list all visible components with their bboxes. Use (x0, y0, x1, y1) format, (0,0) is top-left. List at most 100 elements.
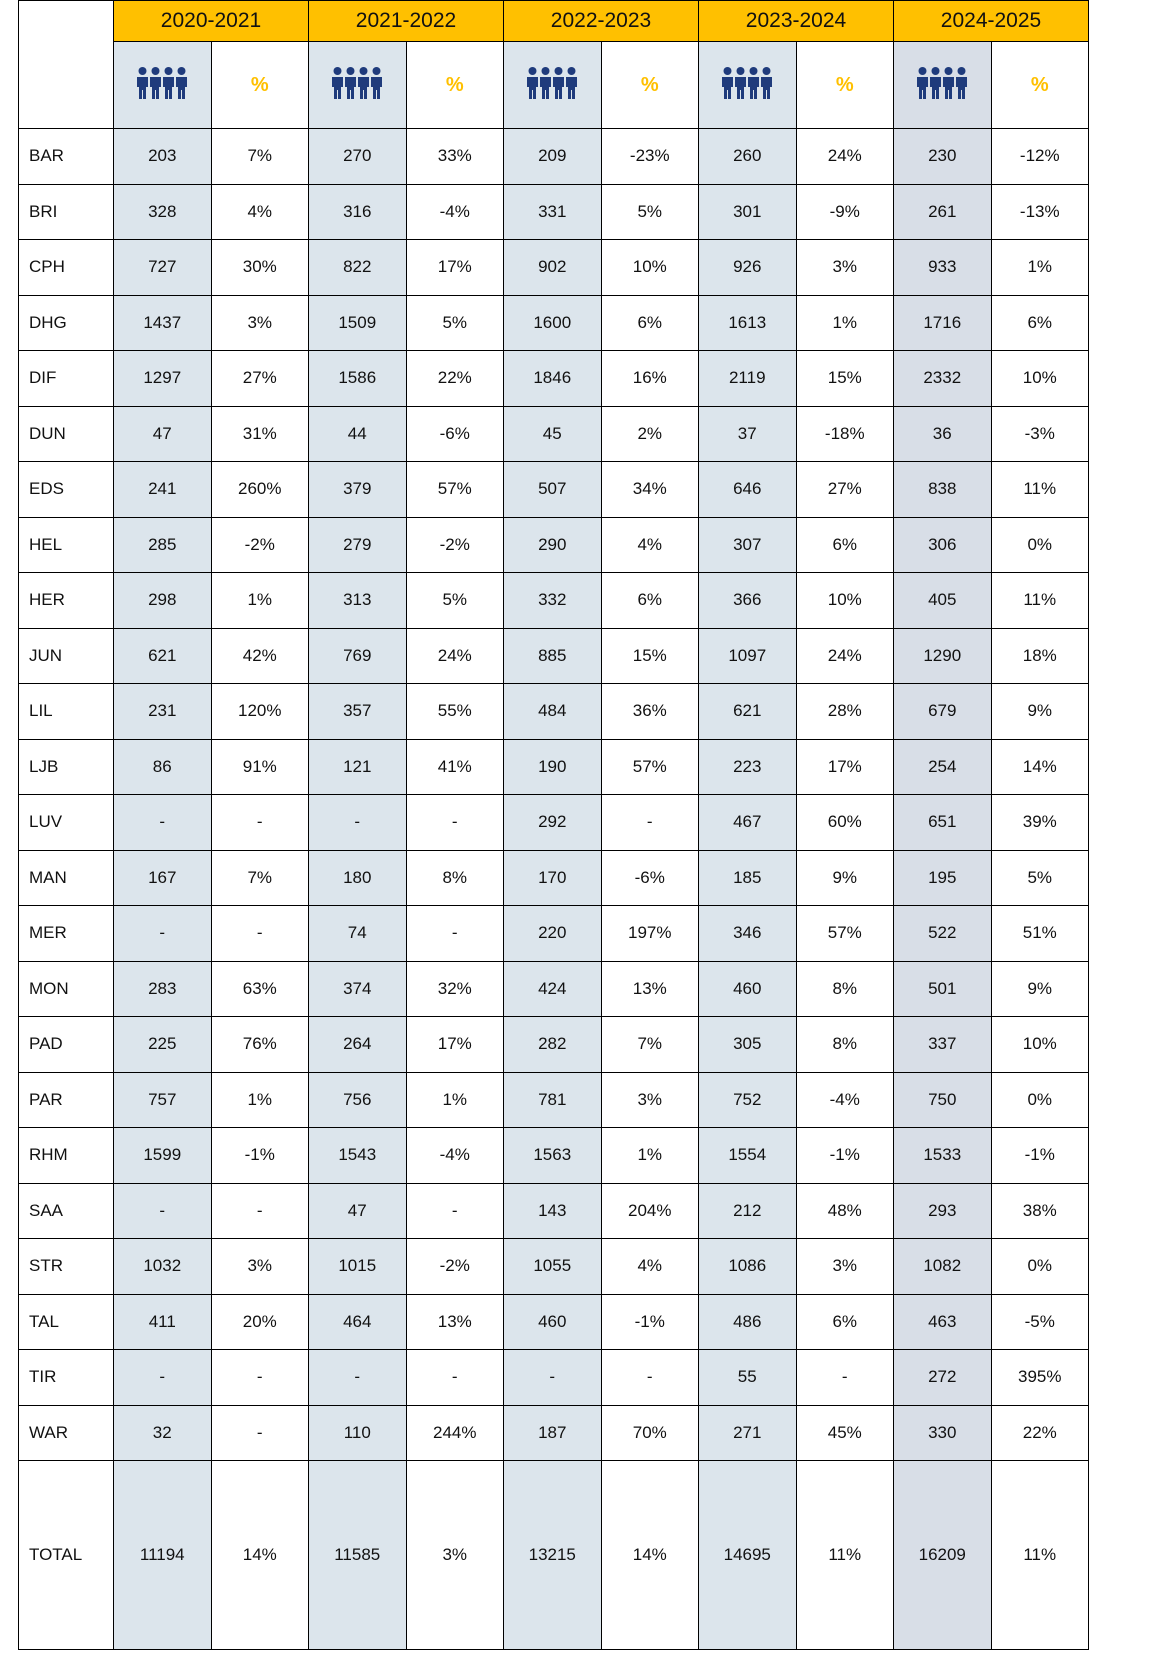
percent-cell: -2% (405, 516, 504, 573)
count-cell: 424 (503, 960, 602, 1017)
count-cell: 272 (893, 1349, 992, 1406)
percent-cell: -9% (795, 183, 894, 240)
count-cell: 74 (308, 905, 407, 962)
count-cell: 220 (503, 905, 602, 962)
percent-cell: 22% (990, 1404, 1089, 1461)
percent-cell: 15% (600, 627, 699, 684)
count-cell: 190 (503, 738, 602, 795)
count-cell: 330 (893, 1404, 992, 1461)
count-cell: - (113, 905, 212, 962)
count-cell: 47 (308, 1182, 407, 1239)
people-icon (137, 66, 188, 99)
percent-cell: 7% (600, 1016, 699, 1073)
percent-cell: -6% (600, 849, 699, 906)
count-cell: - (113, 1182, 212, 1239)
percent-cell: - (210, 1349, 309, 1406)
count-cell: 260 (698, 128, 797, 185)
year-header: 2023-2024 (698, 0, 894, 42)
count-cell: 86 (113, 738, 212, 795)
percent-cell: 10% (795, 572, 894, 629)
count-cell: 223 (698, 738, 797, 795)
row-label: DHG (18, 294, 114, 351)
count-cell: 16209 (893, 1460, 992, 1650)
percent-cell: 51% (990, 905, 1089, 962)
count-cell: - (308, 1349, 407, 1406)
count-cell: 460 (698, 960, 797, 1017)
percent-cell: 3% (600, 1071, 699, 1128)
count-cell: 264 (308, 1016, 407, 1073)
percent-cell: 10% (600, 239, 699, 296)
table-row: TAL 411 20% 464 13% 460 -1% 486 6% 463 -5% (18, 1293, 1089, 1350)
percent-cell: 32% (405, 960, 504, 1017)
table-row: PAR 757 1% 756 1% 781 3% 752 -4% 750 0% (18, 1071, 1089, 1128)
count-cell: 460 (503, 1293, 602, 1350)
count-cell: 209 (503, 128, 602, 185)
row-label: STR (18, 1238, 114, 1295)
percent-cell: 244% (405, 1404, 504, 1461)
percent-cell: -1% (210, 1127, 309, 1184)
percent-cell: 22% (405, 350, 504, 407)
percent-cell: -23% (600, 128, 699, 185)
percent-cell: 11% (990, 1460, 1089, 1650)
count-cell: 306 (893, 516, 992, 573)
table-row: TIR - - - - - -55-272 395% (18, 1349, 1089, 1406)
count-cell: 507 (503, 461, 602, 518)
count-cell: 411 (113, 1293, 212, 1350)
percent-cell: 9% (795, 849, 894, 906)
percent-cell: 10% (990, 1016, 1089, 1073)
percent-cell: 3% (795, 239, 894, 296)
percent-cell: -1% (600, 1293, 699, 1350)
people-icon (917, 66, 968, 99)
table-row: MON 283 63% 374 32% 424 13% 460 8% 501 9% (18, 960, 1089, 1017)
percent-cell: 63% (210, 960, 309, 1017)
count-cell: 307 (698, 516, 797, 573)
count-cell: 379 (308, 461, 407, 518)
year-header: 2020-2021 (113, 0, 309, 42)
percent-cell: 0% (990, 1071, 1089, 1128)
table-row: LUV - - - -292-467 60% 651 39% (18, 794, 1089, 851)
count-cell: 1290 (893, 627, 992, 684)
count-cell: 167 (113, 849, 212, 906)
count-cell: 374 (308, 960, 407, 1017)
count-cell: 290 (503, 516, 602, 573)
people-header (698, 41, 797, 129)
people-header (308, 41, 407, 129)
percent-cell: 70% (600, 1404, 699, 1461)
row-label: SAA (18, 1182, 114, 1239)
percent-cell: -1% (795, 1127, 894, 1184)
count-cell: 405 (893, 572, 992, 629)
data-table: 2020-2021 2021-2022 2022-2023 2023-2024 2024… (18, 0, 1089, 1650)
percent-cell: -3% (990, 405, 1089, 462)
table-row: STR 1032 3% 1015 -2% 1055 4% 1086 3% 1082 0% (18, 1238, 1089, 1295)
count-cell: 885 (503, 627, 602, 684)
percent-cell: 10% (990, 350, 1089, 407)
percent-cell: 13% (600, 960, 699, 1017)
count-cell: 357 (308, 683, 407, 740)
count-cell: 501 (893, 960, 992, 1017)
percent-cell: - (405, 1182, 504, 1239)
count-cell: 621 (113, 627, 212, 684)
row-label: TOTAL (18, 1460, 114, 1650)
count-cell: 331 (503, 183, 602, 240)
percent-cell: - (795, 1349, 894, 1406)
subheader-row: %%%%% (19, 41, 1089, 129)
count-cell: 1086 (698, 1238, 797, 1295)
table-row: DIF 1297 27% 1586 22% 1846 16% 2119 15% 2332 10% (18, 350, 1089, 407)
percent-cell: 5% (990, 849, 1089, 906)
count-cell: - (503, 1349, 602, 1406)
year-header: 2024-2025 (893, 0, 1089, 42)
people-icon (332, 66, 383, 99)
count-cell: 1097 (698, 627, 797, 684)
count-cell: 781 (503, 1071, 602, 1128)
count-cell: 180 (308, 849, 407, 906)
row-label: DIF (18, 350, 114, 407)
table-row: JUN 621 42% 769 24% 885 15% 1097 24% 1290 18% (18, 627, 1089, 684)
row-label: CPH (18, 239, 114, 296)
count-cell: 1082 (893, 1238, 992, 1295)
count-cell: 241 (113, 461, 212, 518)
percent-cell: - (210, 794, 309, 851)
percent-cell: 2% (600, 405, 699, 462)
row-label: DUN (18, 405, 114, 462)
count-cell: 36 (893, 405, 992, 462)
percent-cell: 5% (405, 572, 504, 629)
